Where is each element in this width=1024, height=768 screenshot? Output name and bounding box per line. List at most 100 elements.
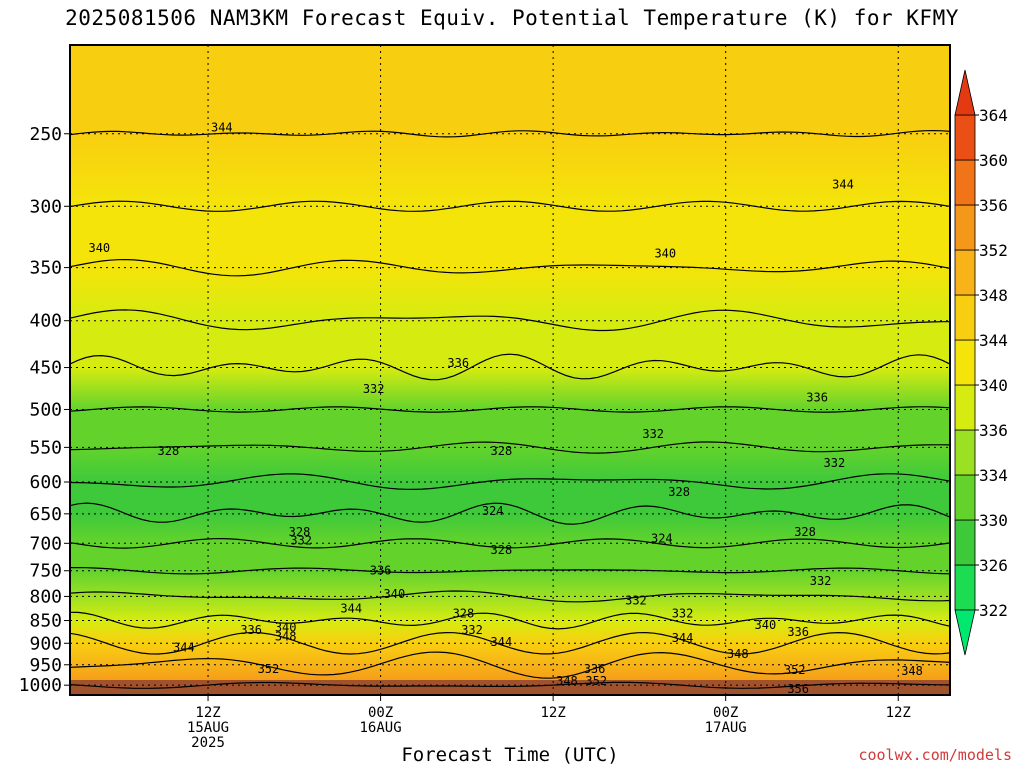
contour-label: 332 [461,623,483,637]
contour-label: 336 [370,564,392,578]
colorbar-segment [954,339,976,386]
contour-label: 328 [158,444,180,458]
colorbar: 322 326 330 334 336 340 344 348 352 356 360 364 [954,69,1008,656]
x-axis-title: Forecast Time (UTC) [401,744,619,766]
contour-label: 340 [88,241,110,255]
y-tick-label: 600 [29,472,62,493]
y-tick-label: 400 [29,311,62,332]
colorbar-segment [954,294,976,341]
x-tick-label: 15AUG [187,720,229,736]
contour-label: 348 [727,647,749,661]
colorbar-label: 322 [979,601,1008,620]
contour-line [70,441,950,454]
contour-line [70,611,950,630]
colorbar-label: 326 [979,556,1008,575]
contour-line [70,590,950,603]
colorbar-bottom-arrow [954,609,976,656]
contour-label: 344 [672,631,694,645]
contour-line [70,631,950,655]
contour-label: 348 [901,664,923,678]
contour-line [70,651,950,679]
colorbar-segment [954,519,976,566]
y-tick-label: 350 [29,258,62,279]
y-axis: 2503003504004505005506006507007508008509… [19,124,70,696]
colorbar-segment [954,429,976,476]
ground-band [70,680,950,695]
y-tick-label: 300 [29,196,62,217]
colorbar-label: 334 [979,466,1008,485]
contour-label: 324 [482,504,504,518]
contour-line [70,258,950,277]
contour-label: 332 [363,382,385,396]
contour-line [70,353,950,381]
contour-line [70,473,950,491]
contour-label: 340 [654,247,676,261]
colorbar-segment [954,159,976,206]
colorbar-label: 344 [979,331,1008,350]
contour-label: 344 [211,120,233,134]
colorbar-label: 352 [979,241,1008,260]
contour-line [70,200,950,212]
x-tick-label: 17AUG [705,720,747,736]
y-tick-label: 250 [29,124,62,145]
plot-background [70,45,950,695]
colorbar-label: 340 [979,376,1008,395]
contour-label: 328 [668,485,690,499]
x-tick-label: 16AUG [360,720,402,736]
y-tick-label: 650 [29,504,62,525]
contour-label: 332 [642,427,664,441]
contour-label: 328 [453,606,475,620]
contour-label: 344 [491,635,513,649]
x-tick-label: 12Z [886,705,911,721]
contour-line [70,309,950,332]
contour-label: 348 [275,630,297,644]
contour-label: 332 [290,533,312,547]
contour-label: 340 [755,618,777,632]
contour-label: 344 [173,641,195,655]
contour-label: 328 [794,525,816,539]
colorbar-segment [954,204,976,251]
contour-label: 340 [384,587,406,601]
contour-label: 336 [240,623,262,637]
contour-label: 352 [784,663,806,677]
y-tick-label: 850 [29,611,62,632]
x-tick-label: 12Z [195,705,220,721]
colorbar-segment [954,564,976,611]
contour-label: 336 [806,390,828,404]
y-tick-label: 500 [29,399,62,420]
colorbar-segment [954,474,976,521]
colorbar-label: 348 [979,286,1008,305]
contour-label: 336 [447,356,469,370]
colorbar-segment [954,384,976,431]
contour-label: 332 [824,456,846,470]
x-tick-label: 12Z [540,705,565,721]
contour-line [70,567,950,575]
contour-label: 344 [832,177,854,191]
x-tick-label: 00Z [368,705,393,721]
contour-line [70,502,950,525]
y-tick-label: 950 [29,655,62,676]
colorbar-top-arrow [954,69,976,116]
contour-label: 336 [787,625,809,639]
contour-label: 328 [491,444,513,458]
x-tick-label: 2025 [191,735,225,751]
contour-label: 332 [625,593,647,607]
contour-line [70,537,950,549]
contour-label: 340 [275,620,297,634]
contour-line [70,129,950,138]
contour-label: 328 [289,525,311,539]
gridlines [70,45,950,695]
contour-label: 348 [556,674,578,688]
x-tick-label: 00Z [713,705,738,721]
y-tick-label: 900 [29,633,62,654]
credit-link[interactable]: coolwx.com/models [858,746,1012,764]
contour-line [70,406,950,413]
y-tick-label: 700 [29,533,62,554]
contour-label: 328 [491,543,513,557]
contour-label: 332 [672,606,694,620]
colorbar-segment [954,114,976,161]
contour-label: 332 [810,574,832,588]
